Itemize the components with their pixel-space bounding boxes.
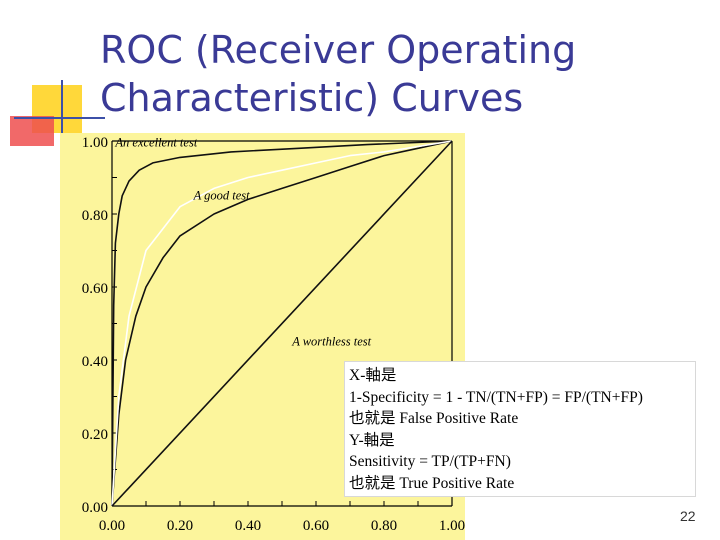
series-line-excellent <box>111 140 453 507</box>
x-tick-label: 0.00 <box>99 518 125 534</box>
y-tick-label: 0.60 <box>82 281 108 297</box>
deco-red-square <box>10 116 54 146</box>
x-tick-label: 0.60 <box>303 518 329 534</box>
corner-decoration <box>10 80 105 148</box>
annotation-worthless-test: A worthless test <box>291 334 371 348</box>
x-tick-label: 1.00 <box>439 518 465 534</box>
info-line-x-formula: 1-Specificity = 1 - TN/(TN+FP) = FP/(TN+… <box>349 388 643 406</box>
series-line-light <box>111 140 453 507</box>
x-tick-label: 0.40 <box>235 518 261 534</box>
page-number: 22 <box>680 508 696 524</box>
info-line-x-axis: X-軸是 <box>349 367 397 384</box>
info-line-y-axis: Y-軸是 <box>349 431 395 449</box>
y-tick-label: 0.00 <box>82 500 108 516</box>
series-line-worthless <box>111 140 453 507</box>
info-line-y-meaning: 也就是 True Positive Rate <box>349 474 515 492</box>
annotation-good-test: A good test <box>193 188 251 202</box>
info-line-y-formula: Sensitivity = TP/(TP+FN) <box>349 453 511 471</box>
y-tick-label: 0.40 <box>82 354 108 370</box>
y-tick-label: 1.00 <box>82 135 108 151</box>
info-line-x-meaning: 也就是 False Positive Rate <box>349 410 519 428</box>
x-tick-label: 0.20 <box>167 518 193 534</box>
x-tick-label: 0.80 <box>371 518 397 534</box>
y-tick-label: 0.20 <box>82 427 108 443</box>
series-line-good <box>111 140 453 507</box>
annotation-excellent-test: An excellent test <box>114 135 197 149</box>
y-tick-label: 0.80 <box>82 208 108 224</box>
title-line-1: ROC (Receiver Operating <box>100 28 577 72</box>
title-line-2: Characteristic) Curves <box>100 76 524 120</box>
slide-title: ROC (Receiver Operating Characteristic) … <box>100 26 700 122</box>
axis-explanation-box: X-軸是 1-Specificity = 1 - TN/(TN+FP) = FP… <box>344 361 696 497</box>
